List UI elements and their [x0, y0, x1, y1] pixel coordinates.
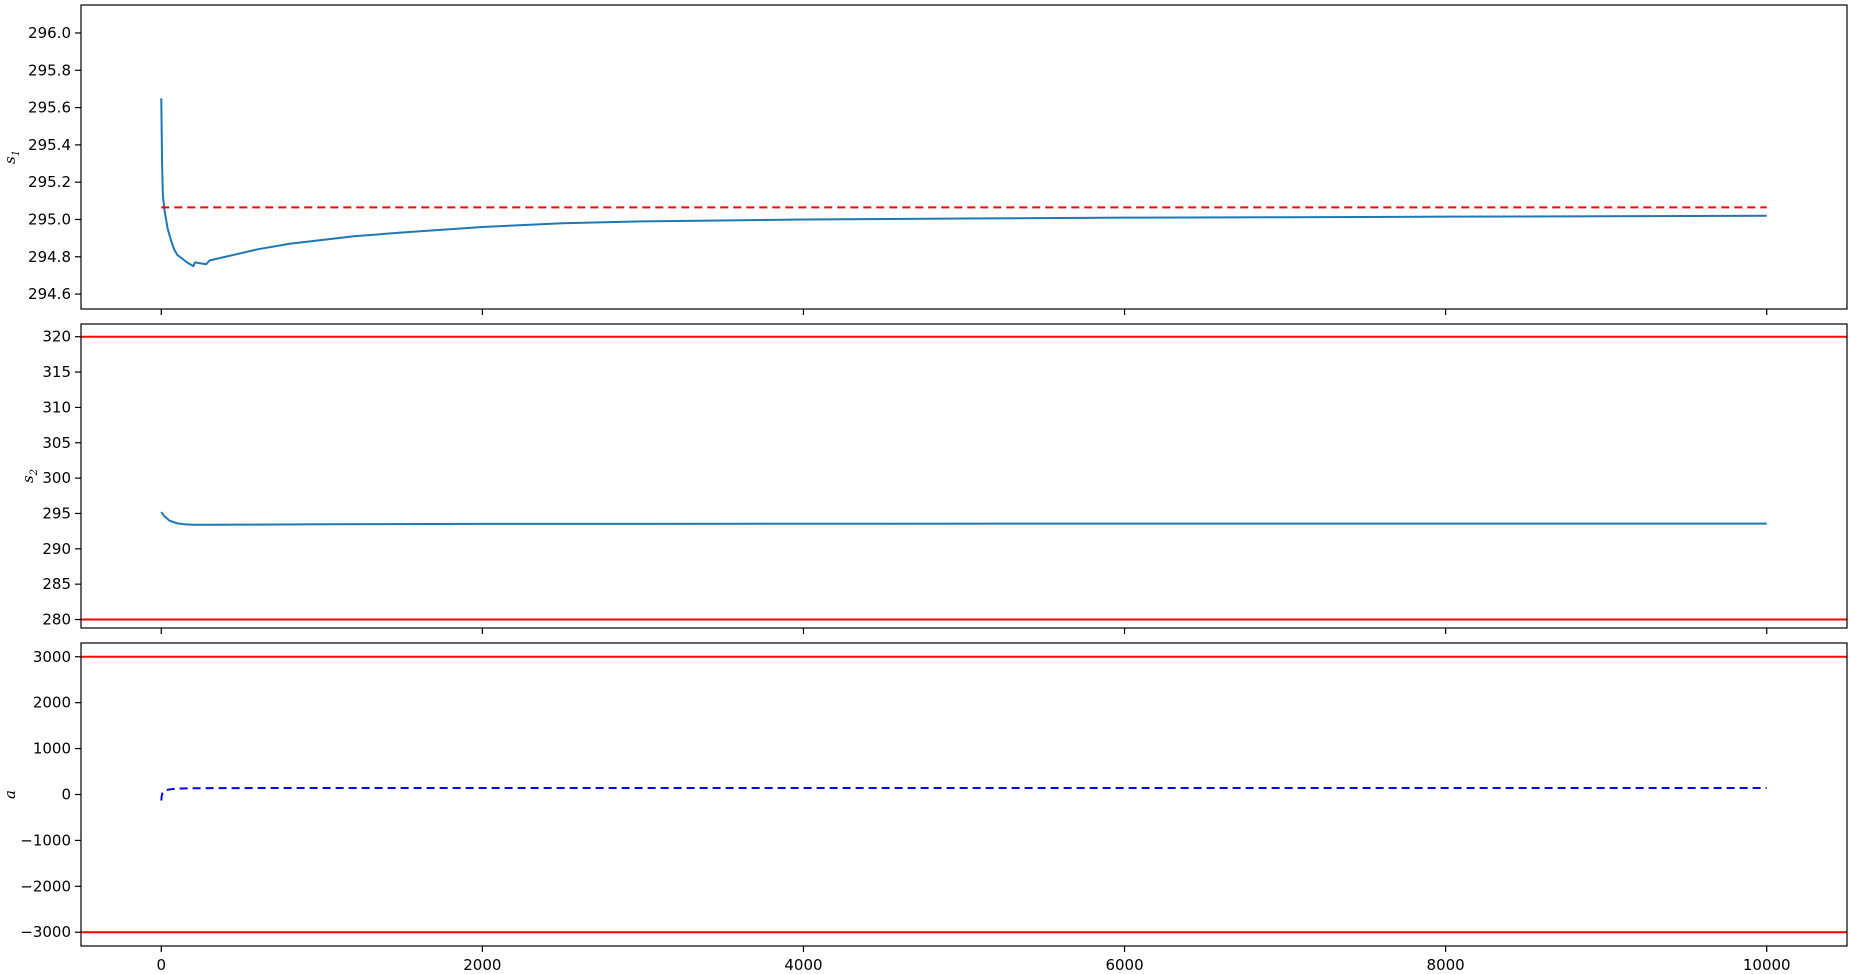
- y-tick-label: 320: [42, 328, 71, 346]
- axes-frame: [80, 4, 1848, 310]
- y-tick-label: 310: [42, 398, 71, 416]
- y-tick-label: 285: [42, 575, 71, 593]
- x-tick-label: 6000: [1105, 956, 1143, 974]
- y-axis-label-subscript: 1: [11, 150, 22, 156]
- series-line-1: [160, 98, 1767, 268]
- x-tick-label: 2000: [463, 956, 501, 974]
- y-tick-label: 1000: [33, 740, 71, 758]
- y-tick-label: 305: [42, 434, 71, 452]
- y-tick-label: 295.0: [28, 210, 71, 228]
- subplot-1: 294.6 294.8 295.0 295.2 295.4 295.6 295.8 296.0…: [1, 4, 1848, 315]
- y-tick-label: 3000: [33, 648, 71, 666]
- y-tick-label: 294.6: [28, 285, 71, 303]
- y-tick-label: 295: [42, 504, 71, 522]
- series-line-1: [160, 786, 1767, 801]
- y-axis-label-subscript: 2: [29, 469, 40, 476]
- y-tick-label: −3000: [20, 923, 71, 941]
- y-tick-label: 0: [61, 786, 71, 804]
- y-tick-label: 295.2: [28, 173, 71, 191]
- x-tick-label: 0: [156, 956, 166, 974]
- y-tick-label: 280: [42, 611, 71, 629]
- y-tick-label: 295.8: [28, 61, 71, 79]
- series-line-1: [160, 511, 1767, 526]
- subplot-3: −3000 −2000 −1000 0 1000 2000 3000 0 2000 4000 600…: [1, 642, 1848, 974]
- axes-frame: [80, 323, 1848, 629]
- axes-frame: [80, 642, 1848, 947]
- x-tick-label: 4000: [784, 956, 822, 974]
- y-tick-label: −2000: [20, 877, 71, 895]
- y-axis-label: a: [1, 790, 19, 799]
- subplot-2: 280 285 290 295 300 305 310 315 320 s2: [19, 323, 1848, 634]
- y-tick-label: 300: [42, 469, 71, 487]
- y-axis-label: s2: [19, 469, 40, 483]
- y-tick-label: −1000: [20, 831, 71, 849]
- y-tick-label: 295.4: [28, 136, 71, 154]
- y-tick-label: 2000: [33, 694, 71, 712]
- y-tick-label: 315: [42, 363, 71, 381]
- x-tick-label: 10000: [1743, 956, 1791, 974]
- y-tick-label: 294.8: [28, 248, 71, 266]
- y-axis-label: s1: [1, 150, 22, 164]
- y-tick-label: 290: [42, 540, 71, 558]
- y-tick-label: 295.6: [28, 99, 71, 117]
- y-tick-label: 296.0: [28, 24, 71, 42]
- x-tick-label: 8000: [1427, 956, 1465, 974]
